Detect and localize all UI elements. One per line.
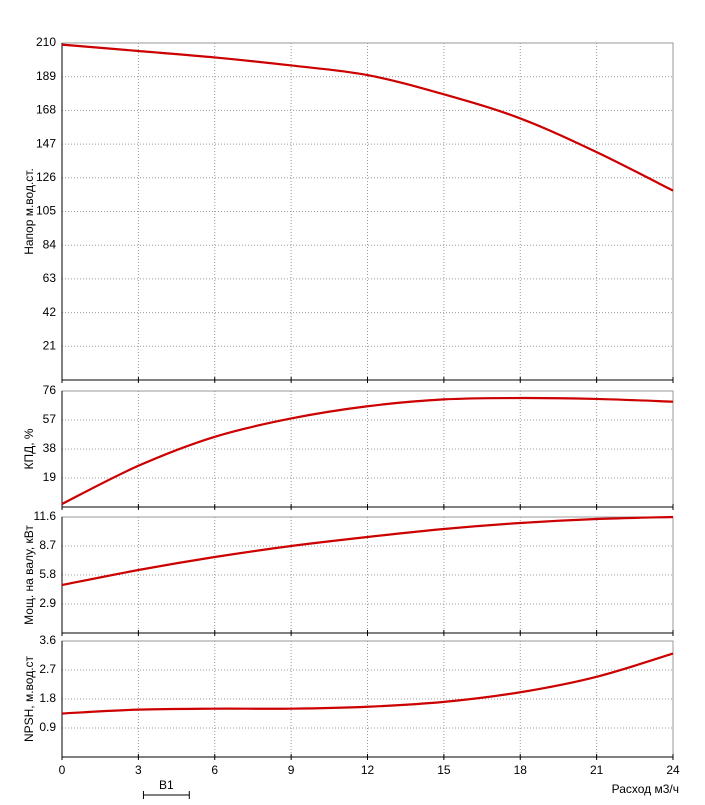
x-tick-label: 3	[135, 763, 142, 777]
x-tick-label: 0	[59, 763, 66, 777]
x-tick-label: 21	[590, 763, 604, 777]
y-tick-label: 84	[43, 237, 57, 251]
x-tick-label: 15	[437, 763, 451, 777]
y-tick-label: 1.8	[39, 691, 56, 705]
curve	[61, 652, 674, 715]
y-tick-label: 21	[43, 338, 57, 352]
y-tick-label: 168	[36, 103, 56, 117]
y-tick-label: 2.7	[39, 662, 56, 676]
y-axis-label: Напор м.вод.ст.	[22, 168, 36, 255]
x-tick-label: 9	[288, 763, 295, 777]
y-tick-label: 11.6	[34, 509, 57, 523]
curve	[61, 43, 674, 192]
y-tick-label: 76	[43, 383, 57, 397]
y-axis-label: Мощ. на валу, кВт	[22, 525, 36, 625]
y-tick-label: 2.9	[39, 596, 56, 610]
y-tick-label: 189	[36, 69, 56, 83]
y-tick-label: 63	[43, 271, 57, 285]
x-tick-label: 24	[666, 763, 680, 777]
y-tick-label: 57	[43, 412, 57, 426]
y-axis-label: NPSH, м.вод.ст	[22, 655, 36, 742]
y-tick-label: 3.6	[39, 633, 56, 647]
x-axis-label: Расход м3/ч	[612, 782, 679, 796]
x-tick-label: 12	[361, 763, 375, 777]
y-tick-label: 210	[36, 35, 56, 49]
y-tick-label: 105	[36, 204, 56, 218]
y-tick-label: 8.7	[39, 538, 56, 552]
y-tick-label: 147	[36, 136, 56, 150]
y-tick-label: 19	[43, 470, 57, 484]
y-tick-label: 42	[43, 305, 57, 319]
range-label: B1	[159, 778, 174, 792]
curve	[61, 396, 674, 505]
x-tick-label: 6	[211, 763, 218, 777]
y-tick-label: 38	[43, 441, 57, 455]
x-tick-label: 18	[514, 763, 528, 777]
y-axis-label: КПД, %	[22, 428, 36, 469]
y-tick-label: 0.9	[39, 720, 56, 734]
y-tick-label: 126	[36, 170, 56, 184]
curve	[61, 515, 674, 587]
y-tick-label: 5.8	[39, 567, 56, 581]
